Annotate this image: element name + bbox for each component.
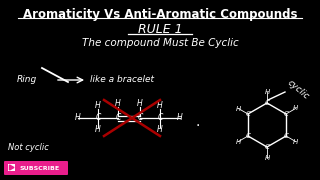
Text: H: H	[95, 125, 101, 134]
Polygon shape	[10, 165, 14, 170]
Text: Not cyclic: Not cyclic	[8, 143, 49, 152]
Text: C: C	[284, 111, 289, 117]
Text: H: H	[157, 125, 163, 134]
Text: H: H	[75, 114, 81, 123]
Text: C: C	[137, 114, 143, 123]
FancyBboxPatch shape	[4, 161, 68, 175]
Text: C: C	[95, 114, 101, 123]
Text: C: C	[245, 111, 250, 117]
Text: The compound Must Be Cyclic: The compound Must Be Cyclic	[82, 38, 238, 48]
Text: H: H	[115, 100, 121, 109]
Text: C: C	[265, 100, 269, 106]
Bar	[8, 164, 15, 171]
Text: SUBSCRIBE: SUBSCRIBE	[20, 165, 60, 170]
Text: .: .	[196, 115, 200, 129]
Text: Aromaticity Vs Anti-Aromatic Compounds: Aromaticity Vs Anti-Aromatic Compounds	[23, 8, 297, 21]
Text: H: H	[95, 102, 101, 111]
Text: C: C	[157, 114, 163, 123]
Text: C: C	[245, 133, 250, 139]
Text: H: H	[264, 89, 270, 95]
Text: C: C	[115, 114, 121, 123]
Text: Ring: Ring	[17, 75, 37, 84]
Text: C: C	[265, 144, 269, 150]
Text: like a bracelet: like a bracelet	[90, 75, 154, 84]
Text: H: H	[293, 105, 298, 111]
Text: C: C	[284, 133, 289, 139]
Text: H: H	[177, 114, 183, 123]
Text: RULE 1: RULE 1	[138, 23, 182, 36]
Text: cyclic: cyclic	[285, 78, 311, 102]
Text: H: H	[264, 155, 270, 161]
Text: H: H	[157, 102, 163, 111]
Text: H: H	[236, 138, 241, 145]
Text: H: H	[293, 138, 298, 145]
Text: H: H	[236, 105, 241, 111]
Text: H: H	[137, 100, 143, 109]
